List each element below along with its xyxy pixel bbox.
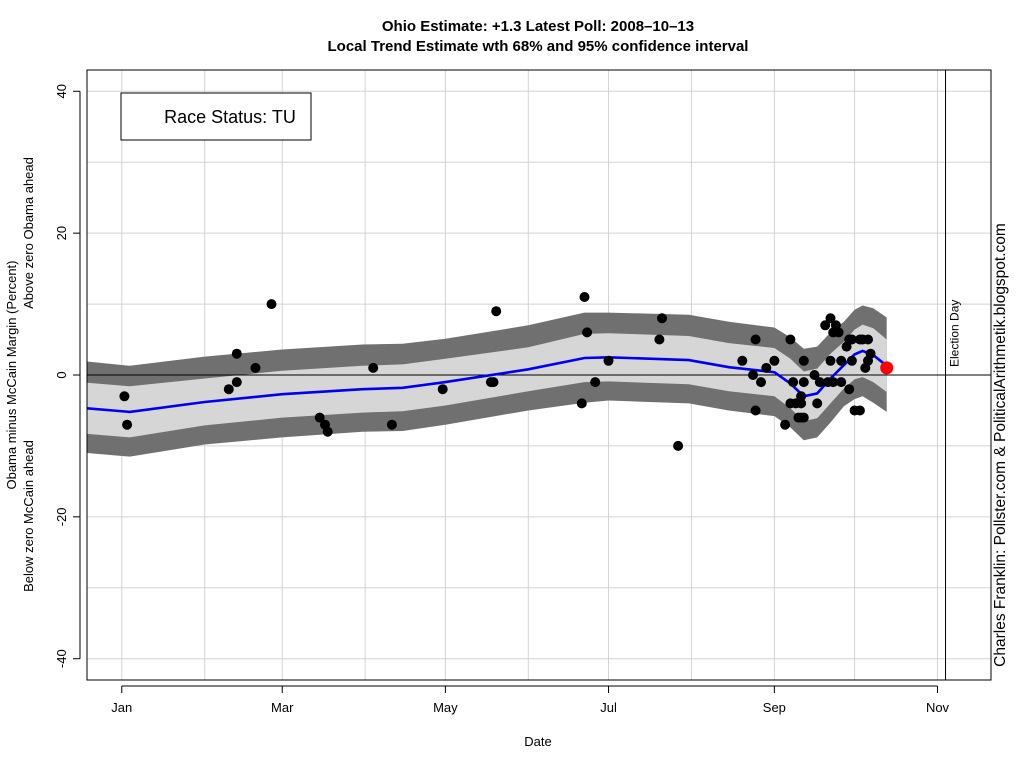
plot-frame	[86, 69, 992, 681]
x-tick-label: May	[433, 700, 458, 715]
poll-point	[266, 299, 277, 310]
poll-point	[854, 405, 865, 416]
poll-point	[576, 398, 587, 409]
poll-point	[825, 313, 836, 324]
poll-point	[231, 348, 242, 359]
poll-point	[788, 377, 799, 388]
poll-point	[590, 377, 601, 388]
poll-point	[798, 377, 809, 388]
election-day-label: Election Day	[948, 300, 962, 367]
poll-point	[654, 334, 665, 345]
poll-point	[488, 377, 499, 388]
poll-point	[796, 398, 807, 409]
poll-point	[825, 355, 836, 366]
y-tick-label: -40	[54, 649, 69, 668]
x-tick-label: Nov	[926, 700, 950, 715]
x-axis: Jan Mar May Jul Sep Nov	[111, 685, 950, 715]
poll-point	[863, 334, 873, 345]
chart-subtitle: Local Trend Estimate wth 68% and 95% con…	[328, 38, 749, 55]
y-tick-label: -20	[54, 508, 69, 527]
y-axis-label-above: Above zero Obama ahead	[21, 157, 36, 309]
poll-point	[865, 348, 876, 359]
poll-point	[796, 391, 807, 402]
poll-point	[761, 362, 772, 373]
poll-point	[828, 377, 839, 388]
poll-point	[750, 334, 761, 345]
poll-point	[748, 370, 758, 380]
poll-point	[836, 355, 847, 366]
poll-point	[809, 370, 820, 380]
poll-points-layer	[119, 292, 894, 451]
poll-point	[603, 355, 614, 366]
poll-point	[491, 306, 502, 317]
latest-poll-point	[880, 361, 894, 375]
poll-point	[673, 440, 684, 451]
poll-point	[437, 384, 448, 395]
poll-point	[846, 334, 857, 345]
poll-point	[750, 405, 761, 416]
poll-point	[798, 355, 809, 366]
y-tick-label: 0	[54, 371, 69, 378]
poll-point	[657, 313, 667, 324]
race-status-text: Race Status: TU	[164, 107, 296, 127]
x-axis-label: Date	[524, 734, 551, 749]
poll-point	[769, 355, 780, 366]
poll-point	[814, 377, 825, 388]
poll-point	[836, 377, 847, 388]
poll-point	[582, 327, 593, 338]
y-axis-label: Obama minus McCain Margin (Percent)	[4, 260, 19, 489]
poll-point	[250, 362, 261, 373]
y-tick-label: 40	[54, 84, 69, 98]
poll-point	[119, 391, 130, 402]
poll-point	[780, 419, 791, 430]
chart-title: Ohio Estimate: +1.3 Latest Poll: 2008–10…	[382, 18, 694, 35]
poll-point	[386, 419, 397, 430]
poll-point	[314, 412, 325, 423]
race-status-box: Race Status: TU	[120, 92, 312, 141]
poll-point	[844, 384, 855, 395]
poll-point	[737, 355, 748, 366]
x-tick-label: Sep	[763, 700, 786, 715]
race-status-frame	[120, 92, 312, 141]
poll-point	[579, 292, 590, 302]
poll-point	[231, 377, 242, 388]
poll-point	[368, 362, 379, 373]
credit-text: Charles Franklin: Pollster.com & Politic…	[992, 223, 1009, 667]
x-tick-label: Jul	[600, 700, 617, 715]
poll-point	[756, 377, 766, 388]
poll-point	[223, 384, 234, 395]
poll-point	[322, 426, 333, 437]
y-axis: -40 -20 0 20 40	[54, 84, 81, 668]
poll-point	[833, 327, 844, 338]
poll-point	[122, 419, 133, 430]
x-tick-label: Jan	[111, 700, 132, 715]
y-tick-label: 20	[54, 226, 69, 240]
poll-point	[798, 412, 809, 423]
poll-point	[820, 320, 831, 331]
poll-point	[846, 355, 857, 366]
poll-point	[812, 398, 823, 409]
x-tick-label: Mar	[271, 700, 294, 715]
poll-point	[785, 334, 796, 345]
y-axis-label-below: Below zero McCain ahead	[21, 440, 36, 592]
